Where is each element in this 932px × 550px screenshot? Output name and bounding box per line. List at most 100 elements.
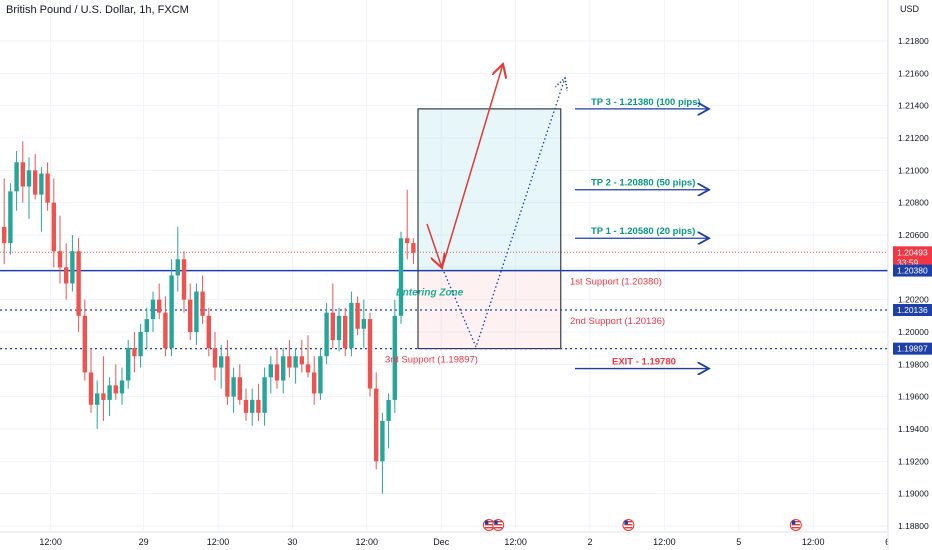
target-label: TP 3 - 1.21380 (100 pips) <box>591 97 701 108</box>
candle-body <box>126 348 131 381</box>
candle-body <box>299 356 304 365</box>
candle-body <box>256 399 261 413</box>
level-price-value: 1.20380 <box>897 266 928 276</box>
candle-body <box>250 399 255 413</box>
y-tick-label: 1.19400 <box>898 424 929 434</box>
y-tick-label: 1.19200 <box>898 456 929 466</box>
y-tick-label: 1.21400 <box>898 101 929 111</box>
level-price-badge <box>893 342 932 355</box>
us-flag-icon[interactable] <box>492 519 505 531</box>
level-price-value: 1.20136 <box>897 305 928 315</box>
x-tick-label: 12:00 <box>802 537 825 547</box>
candle-body <box>392 315 397 400</box>
y-tick-label: 1.21600 <box>898 68 929 78</box>
candle-body <box>138 332 143 357</box>
candle-body <box>361 319 366 329</box>
x-tick-label: 12:00 <box>356 537 379 547</box>
candle-body <box>8 191 13 244</box>
candle-body <box>64 267 69 284</box>
y-tick-label: 1.20600 <box>898 230 929 240</box>
x-tick-label: 12:00 <box>504 537 527 547</box>
x-tick-label: 12:00 <box>39 537 62 547</box>
candle-body <box>95 393 100 405</box>
stop-zone <box>418 270 561 349</box>
candle-body <box>274 364 280 381</box>
y-tick-label: 1.18800 <box>898 521 929 531</box>
x-tick-label: 12:00 <box>207 537 230 547</box>
candle-body <box>330 312 335 341</box>
level-price-badge <box>893 264 932 277</box>
candle-body <box>318 356 323 394</box>
candle-body <box>206 315 211 349</box>
candle-body <box>157 299 162 313</box>
chart-title: British Pound / U.S. Dollar, 1h, FXCM <box>6 4 189 16</box>
us-flag-icon[interactable] <box>789 519 802 531</box>
candle-body <box>268 364 273 378</box>
candle-body <box>169 275 174 349</box>
candle-body <box>374 388 379 462</box>
target-label: EXIT - 1.19780 <box>612 357 676 368</box>
candle-body <box>113 385 118 394</box>
candle-body <box>237 377 242 400</box>
candle-body <box>2 226 7 244</box>
y-tick-label: 1.20000 <box>898 327 929 337</box>
current-price-badge <box>893 246 932 269</box>
target-label: TP 1 - 1.20580 (20 pips) <box>591 226 695 237</box>
drop-arrow <box>426 223 442 268</box>
candle-body <box>14 162 19 192</box>
candle-body <box>144 319 149 332</box>
y-tick-label: 1.21800 <box>898 36 929 46</box>
support-label-1: 1st Support (1.20380) <box>570 277 662 288</box>
candle-body <box>262 377 267 413</box>
current-price-value: 1.20493 <box>897 247 928 257</box>
y-tick-label: 1.19000 <box>898 489 929 499</box>
candle-body <box>45 173 50 203</box>
candle-body <box>194 291 199 332</box>
x-tick-label: Dec <box>433 537 450 547</box>
x-tick-label: 12:00 <box>653 537 676 547</box>
candle-body <box>281 356 286 381</box>
candle-body <box>405 238 410 244</box>
y-tick-label: 1.19800 <box>898 359 929 369</box>
candle-body <box>76 251 81 316</box>
us-flag-icon[interactable] <box>622 519 635 531</box>
candle-body <box>57 251 63 268</box>
y-tick-label: 1.20200 <box>898 295 929 305</box>
us-flag-icon[interactable] <box>482 519 495 531</box>
candle-body <box>305 364 311 373</box>
candle-body <box>101 393 106 400</box>
candle-body <box>150 299 156 320</box>
x-tick-label: 5 <box>736 537 741 547</box>
candle-body <box>398 238 404 316</box>
support-label-3: 3rd Support (1.19897) <box>385 355 478 366</box>
candle-body <box>243 399 249 413</box>
candle-body <box>219 356 224 368</box>
candle-body <box>380 420 385 462</box>
x-tick-label: 29 <box>139 537 149 547</box>
candle-body <box>336 315 342 341</box>
y-tick-label: 1.19600 <box>898 392 929 402</box>
x-tick-label: 2 <box>587 537 592 547</box>
candle-body <box>181 259 187 300</box>
candle-body <box>349 302 354 349</box>
candle-body <box>39 173 44 195</box>
y-tick-label: 1.21000 <box>898 165 929 175</box>
entering-zone-label: Entering Zone <box>396 288 464 299</box>
candle-body <box>26 170 32 187</box>
candle-body <box>119 380 125 394</box>
candle-body <box>132 348 137 357</box>
candle-body <box>287 356 292 368</box>
rally-arrow <box>441 64 503 269</box>
candle-body <box>188 299 193 332</box>
candle-body <box>231 377 236 397</box>
support-label-2: 2nd Support (1.20136) <box>570 316 665 327</box>
candle-body <box>33 170 38 195</box>
y-tick-label: 1.20800 <box>898 198 929 208</box>
candle-body <box>212 348 218 368</box>
candle-body <box>386 399 391 421</box>
candle-body <box>324 312 329 357</box>
bar-countdown: 33:59 <box>897 257 919 267</box>
level-price-value: 1.19897 <box>897 344 928 354</box>
